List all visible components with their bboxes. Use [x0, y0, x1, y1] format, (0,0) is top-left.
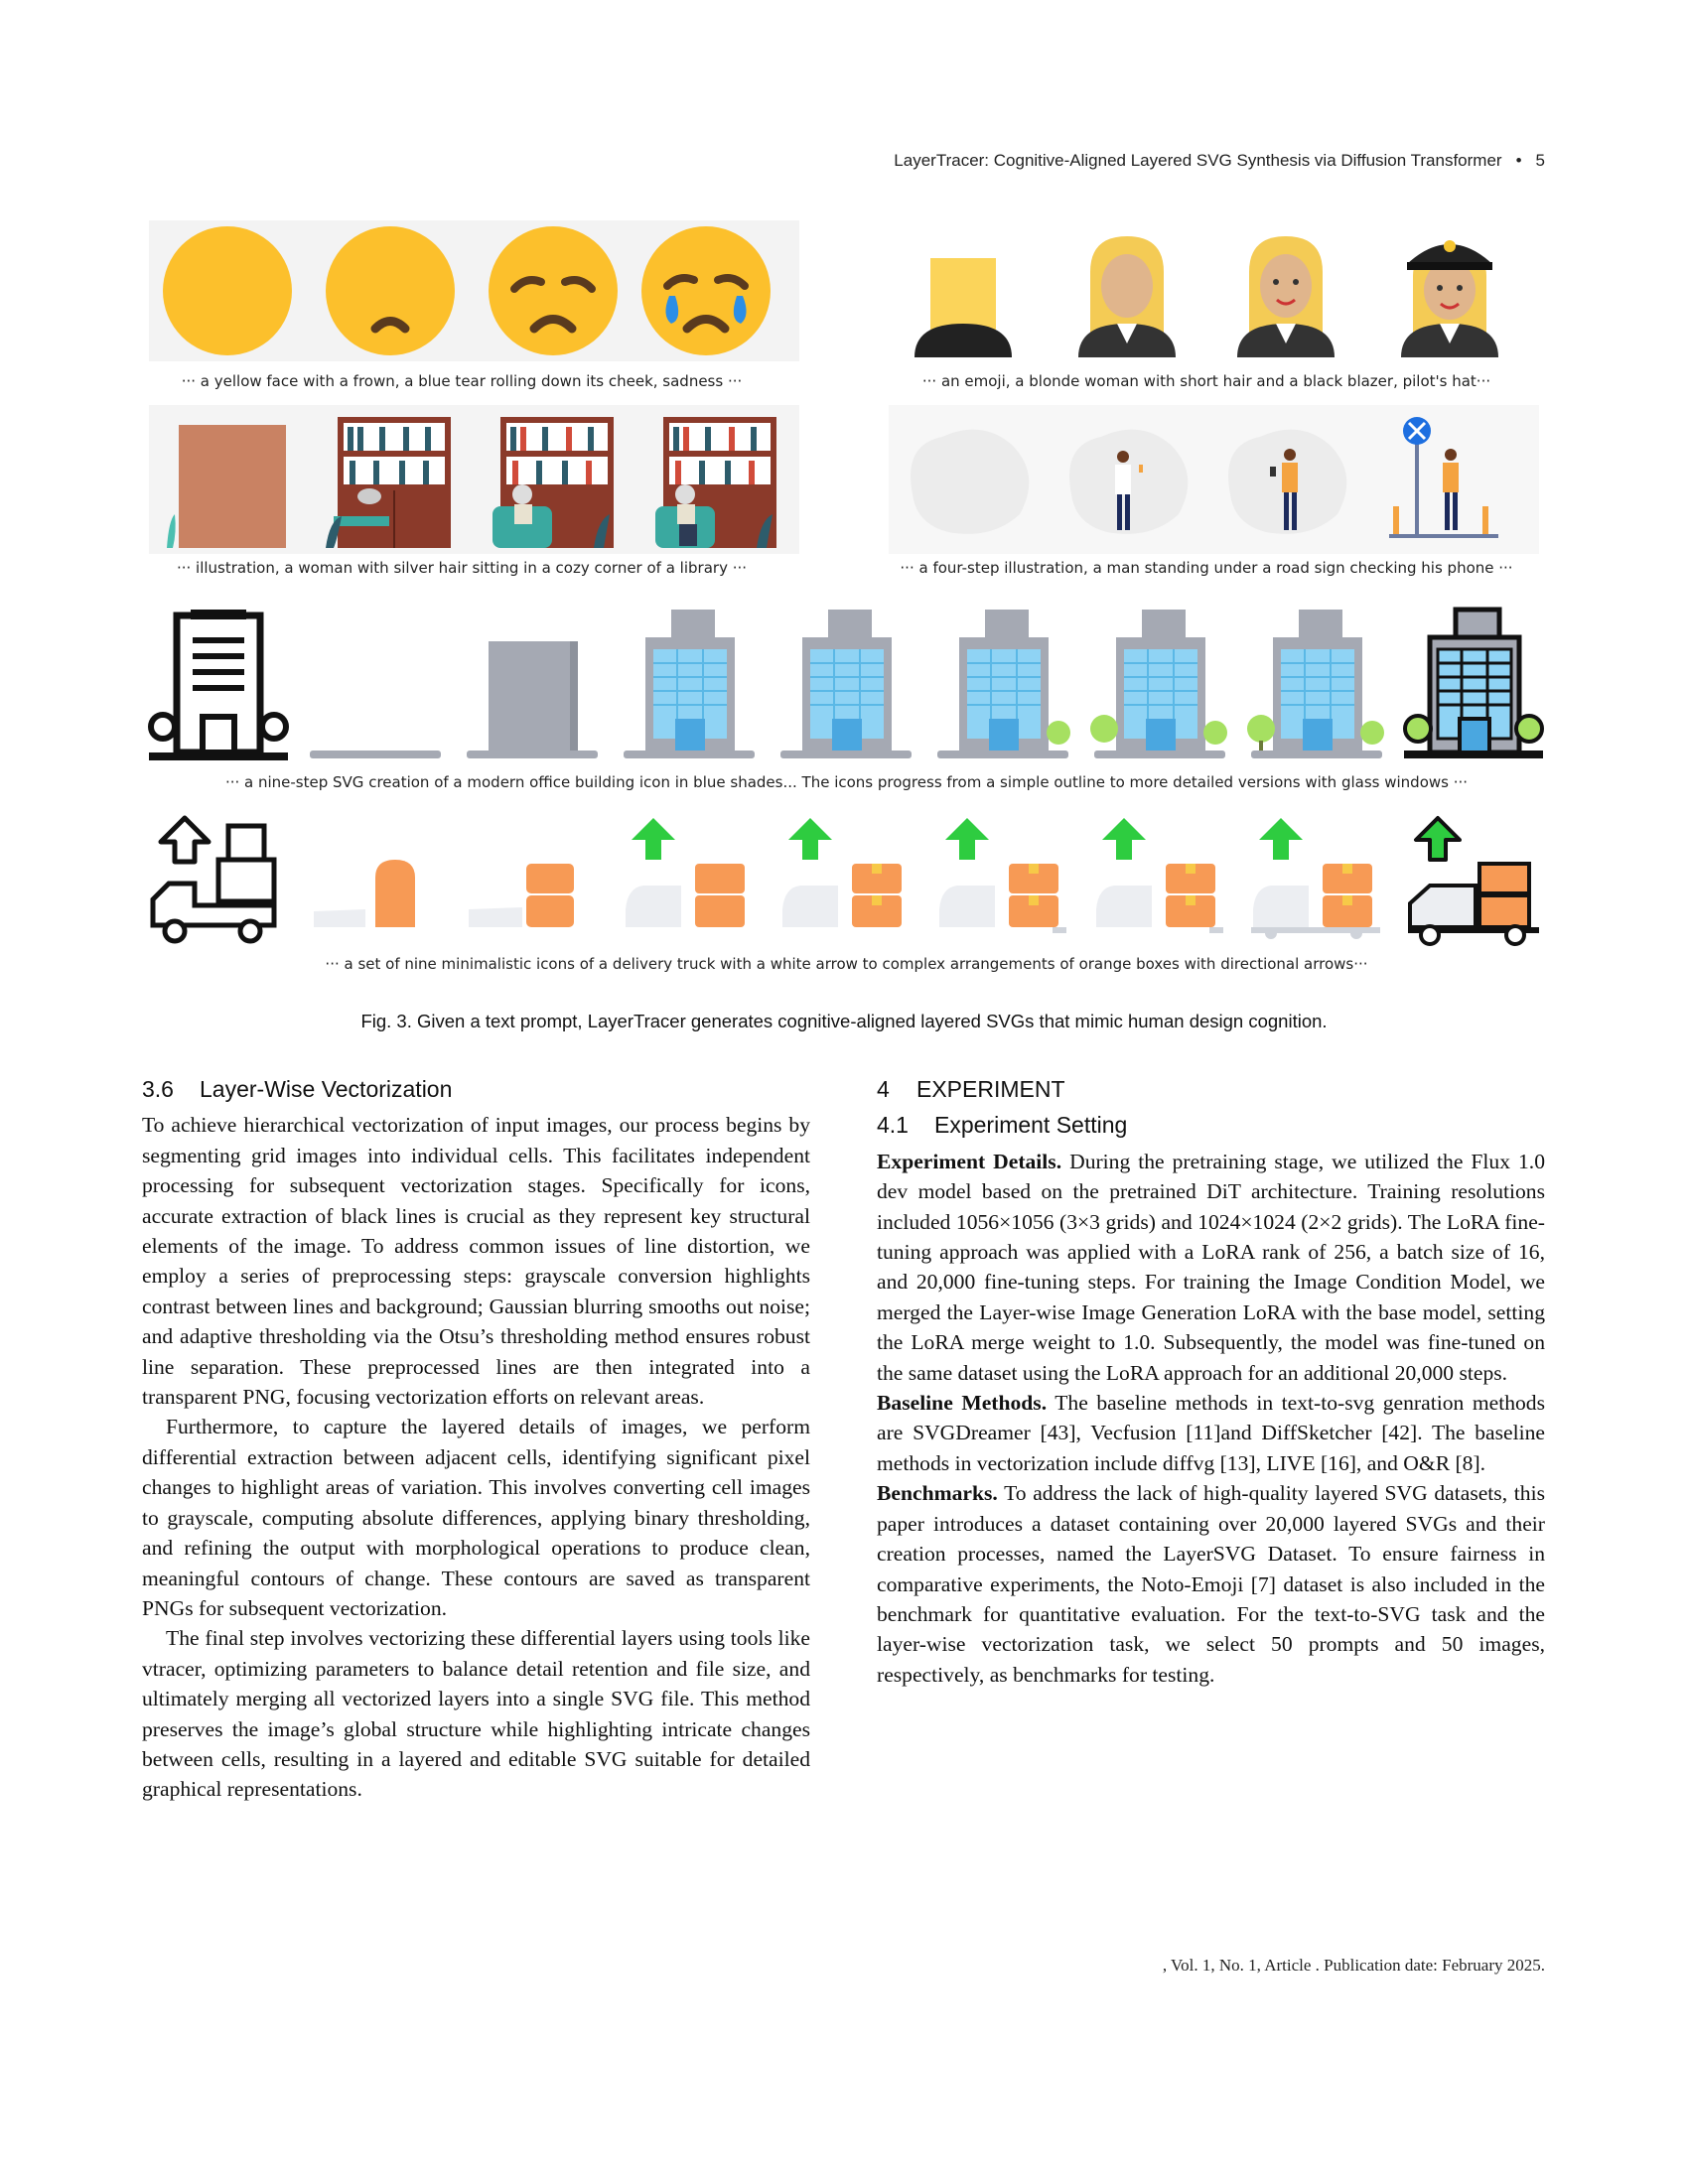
truck-step-4	[626, 818, 745, 927]
paragraph: Furthermore, to capture the layered deta…	[142, 1415, 810, 1620]
panel-office	[148, 606, 1544, 764]
running-title: LayerTracer: Cognitive-Aligned Layered S…	[894, 151, 1502, 170]
truck-step-8	[1251, 818, 1380, 939]
emoji-face-step-2	[326, 226, 455, 355]
paragraph: Baseline Methods. The baseline methods i…	[877, 1388, 1545, 1478]
office-step-4	[624, 610, 755, 758]
office-step-3	[467, 641, 598, 758]
caption-library: ··· illustration, a woman with silver ha…	[176, 559, 748, 577]
running-header: LayerTracer: Cognitive-Aligned Layered S…	[844, 151, 1545, 171]
page-number: 5	[1535, 151, 1545, 170]
truck-step-3	[469, 864, 574, 927]
header-separator: •	[1515, 151, 1522, 170]
subsection-heading-4-1: 4.1 Experiment Setting	[877, 1110, 1545, 1140]
emoji-woman-step-3	[1237, 236, 1335, 357]
emoji-woman-step-4	[1401, 240, 1498, 357]
panel-emoji-face	[149, 220, 799, 361]
section-title: EXPERIMENT	[916, 1076, 1065, 1102]
section-title: Layer-Wise Vectorization	[200, 1076, 453, 1102]
library-step-2	[326, 417, 451, 548]
road-sign-step-3	[1228, 429, 1347, 534]
subsection-title: Experiment Setting	[934, 1112, 1128, 1139]
caption-office: ··· a nine-step SVG creation of a modern…	[224, 773, 1469, 791]
section-number: 4	[877, 1076, 890, 1102]
panel-emoji-woman	[889, 220, 1539, 361]
right-column: 4 EXPERIMENT 4.1 Experiment Setting Experi…	[877, 1074, 1545, 1690]
section-heading-4: 4 EXPERIMENT	[877, 1074, 1545, 1104]
emoji-woman-step-2	[1078, 236, 1176, 357]
emoji-face-step-1	[163, 226, 292, 355]
emoji-face-step-3	[489, 226, 618, 355]
office-step-1	[148, 610, 289, 760]
road-sign-step-1	[911, 429, 1030, 534]
office-step-9	[1403, 607, 1544, 758]
truck-step-6	[939, 818, 1066, 933]
panel-truck	[147, 814, 1547, 953]
truck-step-1	[150, 815, 277, 944]
caption-truck: ··· a set of nine minimalistic icons of …	[325, 955, 1368, 973]
truck-step-7	[1096, 818, 1223, 933]
office-step-2	[310, 751, 441, 758]
page-footer: , Vol. 1, No. 1, Article . Publication d…	[1162, 1956, 1545, 1975]
library-step-3	[492, 417, 614, 548]
library-step-1	[167, 425, 286, 548]
run-in-heading: Experiment Details.	[877, 1149, 1062, 1173]
paragraph-text: The baseline methods in text-to-svg genr…	[877, 1391, 1546, 1475]
panel-library	[149, 405, 799, 554]
paragraph: Benchmarks. To address the lack of high-…	[877, 1478, 1545, 1690]
office-step-8	[1247, 610, 1384, 758]
paragraph: To achieve hierarchical vectorization of…	[142, 1113, 810, 1410]
caption-emoji-face: ··· a yellow face with a frown, a blue t…	[181, 372, 743, 390]
truck-step-9	[1408, 816, 1539, 946]
office-step-6	[937, 610, 1070, 758]
paragraph-text: During the pretraining stage, we utilize…	[877, 1149, 1545, 1385]
panel-road-sign	[889, 405, 1539, 554]
figure-caption: Fig. 3. Given a text prompt, LayerTracer…	[360, 1011, 1328, 1031]
run-in-heading: Benchmarks.	[877, 1481, 998, 1506]
left-column: 3.6 Layer-Wise Vectorization To achieve h…	[142, 1074, 810, 1805]
truck-step-2	[314, 860, 415, 927]
caption-road-sign: ··· a four-step illustration, a man stan…	[900, 559, 1513, 577]
subsection-number: 4.1	[877, 1112, 909, 1139]
road-sign-step-4	[1389, 417, 1498, 538]
emoji-face-step-4	[641, 226, 771, 355]
section-heading-3-6: 3.6 Layer-Wise Vectorization	[142, 1074, 810, 1104]
paragraph: Experiment Details. During the pretraini…	[877, 1147, 1545, 1388]
run-in-heading: Baseline Methods.	[877, 1391, 1048, 1416]
office-step-7	[1090, 610, 1227, 758]
library-step-4	[655, 417, 776, 548]
emoji-woman-step-1	[914, 258, 1012, 357]
section-number: 3.6	[142, 1076, 174, 1102]
truck-step-5	[782, 818, 902, 927]
paragraph-text: To address the lack of high-quality laye…	[877, 1481, 1545, 1687]
road-sign-step-2	[1069, 429, 1189, 534]
caption-emoji-woman: ··· an emoji, a blonde woman with short …	[921, 372, 1491, 390]
paragraph: The final step involves vectorizing thes…	[142, 1626, 810, 1802]
office-step-5	[780, 610, 912, 758]
